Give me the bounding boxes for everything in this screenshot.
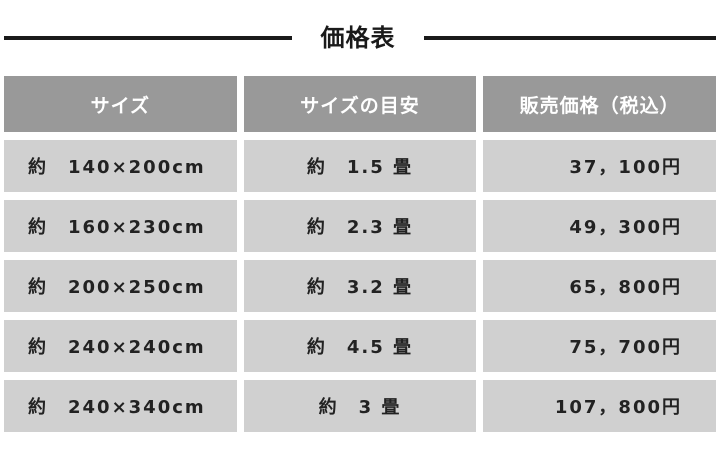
cell-tatami: 約 4.5 畳: [243, 320, 477, 372]
table-header: サイズ サイズの目安 販売価格（税込）: [4, 76, 717, 132]
header-tatami: サイズの目安: [243, 76, 477, 132]
header-price: 販売価格（税込）: [483, 76, 717, 132]
table-row: 約 160×230cm 約 2.3 畳 49，300円: [4, 200, 716, 252]
cell-price: 49，300円: [483, 200, 716, 252]
price-table: サイズ サイズの目安 販売価格（税込） 約 140×200cm 約 1.5 畳 …: [4, 76, 717, 440]
cell-tatami: 約 2.3 畳: [243, 200, 477, 252]
cell-size: 約 200×250cm: [4, 260, 237, 312]
table-row: 約 200×250cm 約 3.2 畳 65，800円: [4, 260, 716, 312]
cell-price: 65，800円: [483, 260, 716, 312]
cell-size: 約 240×240cm: [4, 320, 237, 372]
cell-price: 37，100円: [483, 140, 716, 192]
cell-tatami: 約 3.2 畳: [243, 260, 477, 312]
cell-price: 75，700円: [483, 320, 716, 372]
table-row: 約 240×240cm 約 4.5 畳 75，700円: [4, 320, 716, 372]
title-rule-right: [424, 36, 716, 40]
table-row: 約 240×340cm 約 3 畳 107，800円: [4, 380, 716, 432]
cell-price: 107，800円: [483, 380, 716, 432]
title-rule-left: [4, 36, 292, 40]
cell-size: 約 140×200cm: [4, 140, 237, 192]
cell-tatami: 約 1.5 畳: [243, 140, 477, 192]
page-title: 価格表: [320, 24, 396, 52]
cell-size: 約 240×340cm: [4, 380, 237, 432]
cell-size: 約 160×230cm: [4, 200, 237, 252]
title-bar: 価格表: [0, 14, 720, 60]
table-row: 約 140×200cm 約 1.5 畳 37，100円: [4, 140, 716, 192]
cell-tatami: 約 3 畳: [243, 380, 477, 432]
header-size: サイズ: [4, 76, 237, 132]
